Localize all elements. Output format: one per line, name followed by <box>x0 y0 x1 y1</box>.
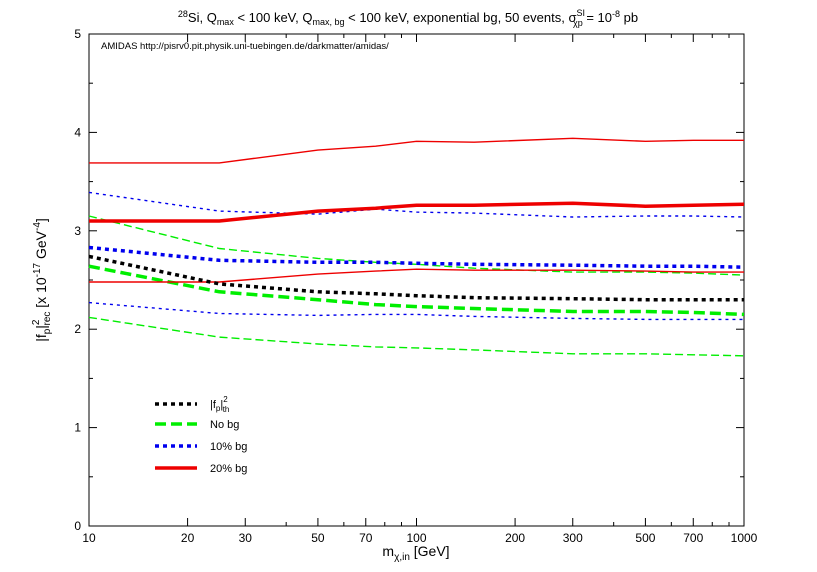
x-tick-label: 20 <box>181 531 195 545</box>
y-axis-label: |fp|2rec [x 10-17 GeV-4] <box>31 218 53 342</box>
y-tick-label: 1 <box>74 421 81 435</box>
y-tick-label: 5 <box>74 27 81 41</box>
series-bg20-central <box>89 201 745 223</box>
series-layer <box>88 137 745 357</box>
x-tick-label: 1000 <box>731 531 758 545</box>
y-tick-label: 0 <box>74 519 81 533</box>
legend-label-nobg: No bg <box>210 419 239 431</box>
x-tick-label: 30 <box>239 531 253 545</box>
x-tick-label: 50 <box>311 531 325 545</box>
chart-title: 28Si, Qmax < 100 keV, Qmax, bg < 100 keV… <box>178 8 638 28</box>
series-bg20-upper <box>89 137 744 164</box>
x-tick-label: 700 <box>683 531 703 545</box>
y-tick-label: 4 <box>74 125 81 139</box>
legend-label-bg20: 20% bg <box>210 463 247 475</box>
y-tick-label: 2 <box>74 322 81 336</box>
y-tick-label: 3 <box>74 224 81 238</box>
x-tick-label: 200 <box>505 531 525 545</box>
series-bg20-lower <box>89 268 744 283</box>
x-tick-label: 70 <box>359 531 373 545</box>
series-nobg-central <box>88 264 745 317</box>
legend-label-bg10: 10% bg <box>210 441 247 453</box>
series-nobg-lower <box>88 316 745 357</box>
legend-label-th: |fp|2 th <box>210 395 229 414</box>
x-tick-label: 100 <box>406 531 426 545</box>
legend: |fp|2 th No bg 10% bg 20% bg <box>155 395 247 475</box>
amidas-annotation: AMIDAS http://pisrv0.pit.physik.uni-tueb… <box>101 41 389 52</box>
series-bg10-upper <box>88 191 745 218</box>
x-tick-label: 10 <box>82 531 96 545</box>
series-bg10-central <box>88 245 745 269</box>
plot-frame <box>88 33 745 527</box>
x-axis-label: mχ,in [GeV] <box>382 543 449 563</box>
x-tick-label: 300 <box>563 531 583 545</box>
series-nobg-upper <box>88 215 745 276</box>
axis-ticks: 10 20 30 50 70 100 200 300 500 700 1000 0 1 2 3 4 5 <box>74 27 757 545</box>
x-tick-label: 500 <box>635 531 655 545</box>
